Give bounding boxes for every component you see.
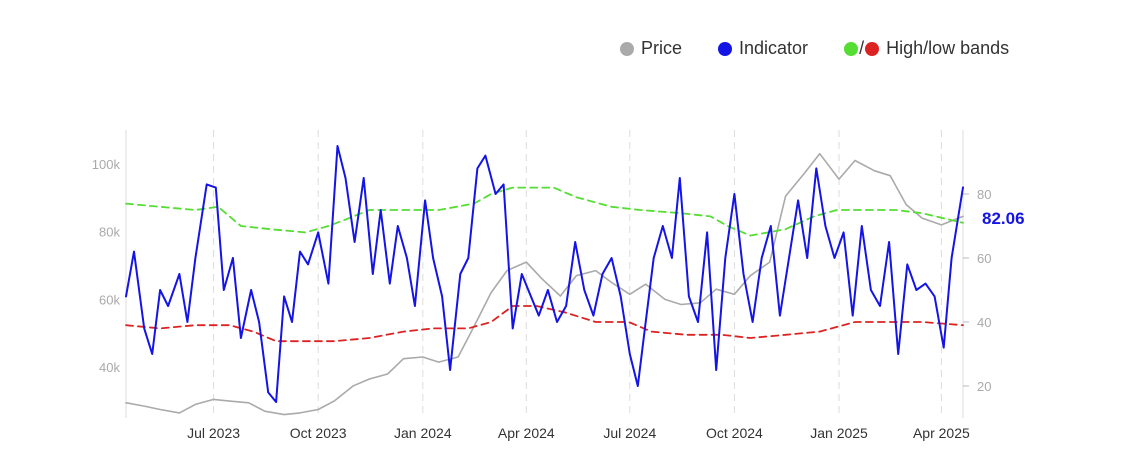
y-right-tick-label: 20 [977,379,991,394]
legend-item-indicator[interactable]: Indicator [718,38,808,59]
price-line [125,152,964,416]
high-band-line [125,186,964,237]
x-tick-label: Jan 2024 [394,425,452,441]
x-tick-label: Apr 2024 [498,425,555,441]
x-tick-label: Jul 2023 [187,425,240,441]
gridlines [213,130,942,418]
legend-item-price[interactable]: Price [620,38,682,59]
legend-dot-high-band [844,41,859,56]
y-left-tick-label: 40k [99,360,120,375]
left-axis-ticks: 40k 60k 80k 100k [92,157,121,375]
legend: Price Indicator / High/low bands [620,38,1009,59]
legend-dot-low-band [865,41,880,56]
right-axis-ticks: 20 40 60 80 [963,187,991,394]
y-right-tick-label: 80 [977,187,991,202]
legend-separator: / [859,38,865,58]
y-right-tick-label: 40 [977,315,991,330]
last-value-label: 82.06 [982,209,1025,228]
legend-item-bands[interactable]: / High/low bands [844,38,1009,59]
legend-dot-price [620,41,634,56]
x-axis-ticks: Jul 2023 Oct 2023 Jan 2024 Apr 2024 Jul 2024… [187,425,970,441]
series-lines [125,145,964,416]
legend-label-price: Price [641,38,683,58]
x-tick-label: Oct 2023 [290,425,347,441]
x-tick-label: Jul 2024 [603,425,656,441]
x-tick-label: Oct 2024 [706,425,763,441]
x-tick-label: Apr 2025 [913,425,970,441]
y-left-tick-label: 80k [99,225,120,240]
legend-label-indicator: Indicator [739,38,809,58]
legend-dot-indicator [718,41,733,56]
y-left-tick-label: 60k [99,292,120,307]
y-right-tick-label: 60 [977,251,991,266]
low-band-line [125,305,964,343]
indicator-line [125,145,964,403]
y-left-tick-label: 100k [92,157,121,172]
legend-label-bands: High/low bands [886,38,1010,58]
x-tick-label: Jan 2025 [810,425,868,441]
